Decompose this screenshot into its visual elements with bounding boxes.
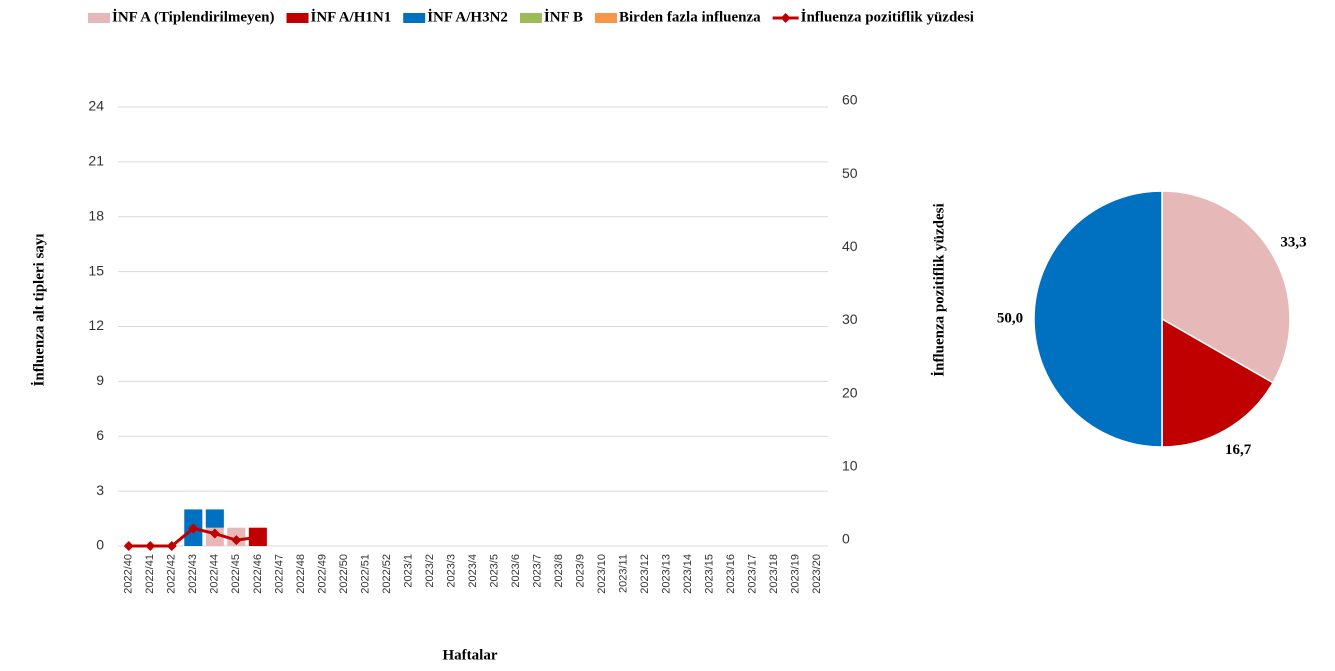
pie-slice — [1161, 317, 1275, 448]
y2-tick-label: 40 — [842, 238, 858, 254]
x-tick-label: 2023/19 — [790, 554, 802, 594]
y-tick-label: 15 — [88, 262, 104, 278]
x-tick-label: 2022/43 — [187, 554, 199, 594]
pie-slice — [1033, 190, 1163, 448]
pie-label: 50,0 — [997, 310, 1023, 326]
y-tick-label: 21 — [88, 153, 104, 169]
legend-swatch — [88, 13, 110, 23]
line-marker — [123, 541, 134, 551]
legend-label: İnfluenza pozitiflik yüzdesi — [801, 8, 974, 25]
x-tick-label: 2023/14 — [682, 554, 694, 594]
x-tick-label: 2023/6 — [510, 554, 522, 588]
y-tick-label: 6 — [96, 427, 104, 443]
y-tick-label: 24 — [88, 98, 104, 114]
line-marker — [188, 523, 199, 534]
x-tick-label: 2022/41 — [144, 554, 156, 594]
x-tick-label: 2023/17 — [747, 554, 759, 594]
x-tick-label: 2022/44 — [209, 554, 221, 594]
y-tick-label: 9 — [96, 372, 104, 388]
x-tick-label: 2023/1 — [402, 554, 414, 588]
x-tick-label: 2023/20 — [811, 554, 823, 594]
legend-label: İNF A/H3N2 — [427, 8, 508, 25]
x-tick-label: 2022/50 — [338, 554, 350, 594]
legend: İNF A (Tiplendirilmeyen) İNF A/H1N1 İNF A/… — [88, 8, 974, 25]
pie-label: 16,7 — [1225, 442, 1252, 458]
x-tick-label: 2023/4 — [467, 554, 479, 588]
legend-label: İNF A/H1N1 — [311, 8, 392, 25]
x-tick-label: 2023/11 — [618, 554, 630, 593]
x-tick-label: 2023/8 — [553, 554, 565, 588]
x-tick-label: 2023/3 — [445, 554, 457, 588]
x-tick-label: 2023/7 — [531, 554, 543, 588]
y2-tick-label: 0 — [842, 531, 850, 547]
pie-label: 33,3 — [1280, 234, 1306, 250]
x-tick-label: 2023/15 — [704, 554, 716, 594]
y-tick-label: 3 — [96, 482, 104, 498]
x-tick-label: 2022/47 — [273, 554, 285, 594]
x-tick-label: 2023/18 — [768, 554, 780, 594]
legend-marker — [780, 13, 791, 23]
legend-swatch — [403, 13, 426, 23]
legend-swatch — [286, 13, 309, 23]
y2-tick-label: 20 — [842, 384, 858, 400]
line-marker — [145, 541, 156, 551]
y-tick-label: 0 — [96, 537, 104, 553]
bar — [205, 509, 224, 528]
legend-label: Birden fazla influenza — [619, 9, 761, 25]
line-marker — [252, 532, 263, 543]
line-marker — [231, 535, 242, 546]
y-tick-label: 12 — [88, 317, 104, 333]
y2-axis-title: İnfluenza pozitiflik yüzdesi — [930, 203, 947, 376]
x-tick-label: 2023/5 — [488, 554, 500, 588]
x-tick-label: 2022/46 — [252, 554, 264, 594]
x-tick-label: 2023/10 — [596, 554, 608, 594]
x-tick-label: 2022/40 — [123, 554, 135, 594]
legend-swatch — [519, 13, 542, 23]
x-tick-label: 2022/49 — [316, 554, 328, 594]
y-tick-label: 18 — [88, 207, 104, 223]
x-tick-label: 2023/9 — [574, 554, 586, 588]
y2-tick-label: 50 — [842, 165, 858, 181]
line-marker — [209, 528, 220, 539]
y-axis-title: İnfluenza alt tipleri sayı — [30, 234, 47, 387]
legend-label: İNF B — [544, 8, 583, 25]
legend-label: İNF A (Tiplendirilmeyen) — [112, 8, 275, 25]
x-tick-label: 2022/48 — [295, 554, 307, 594]
x-tick-label: 2022/45 — [230, 554, 242, 594]
line-marker — [166, 541, 177, 551]
x-tick-label: 2023/16 — [725, 554, 737, 594]
y2-tick-label: 30 — [842, 311, 858, 327]
x-axis-title: Haftalar — [443, 647, 498, 663]
y2-tick-label: 60 — [842, 92, 858, 108]
y2-tick-label: 10 — [842, 458, 858, 474]
x-tick-label: 2022/52 — [381, 554, 393, 594]
x-tick-label: 2022/51 — [359, 554, 371, 594]
legend-swatch — [594, 13, 617, 23]
x-tick-label: 2023/2 — [424, 554, 436, 588]
pie-slice — [1161, 190, 1291, 384]
x-tick-label: 2022/42 — [166, 554, 178, 594]
x-tick-label: 2023/12 — [639, 554, 651, 594]
x-tick-label: 2023/13 — [661, 554, 673, 594]
